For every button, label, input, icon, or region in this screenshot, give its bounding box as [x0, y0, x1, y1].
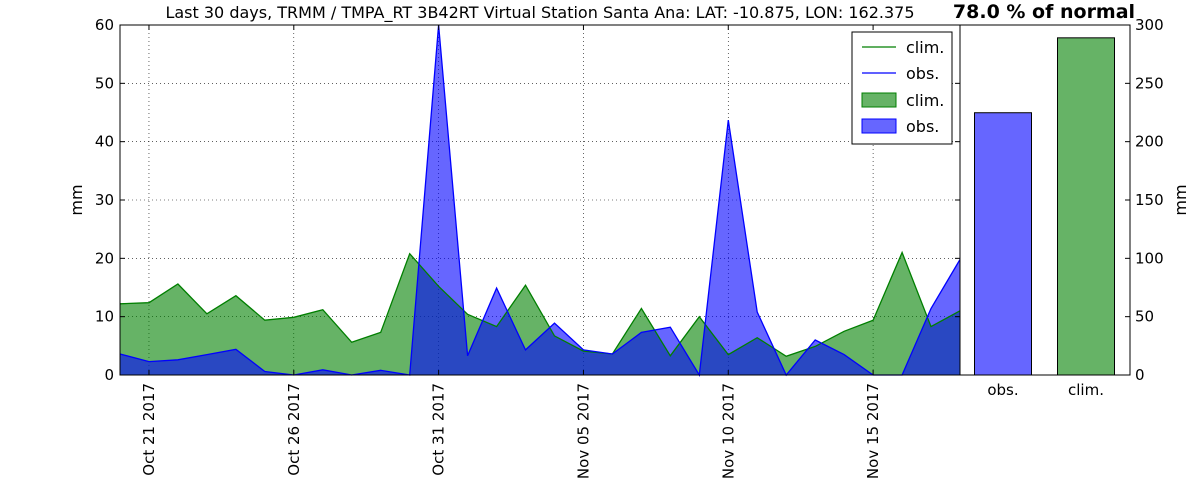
y-axis-label: mm — [67, 184, 86, 215]
legend-label-clim-line: clim. — [906, 38, 944, 57]
bar-y-axis-label: mm — [1171, 184, 1190, 215]
bar-clim — [1057, 37, 1115, 376]
x-tick-label: Nov 10 2017 — [719, 383, 737, 479]
legend-swatch-obs-fill — [861, 118, 897, 134]
y-tick-label: 50 — [95, 74, 114, 92]
x-tick-label: Oct 21 2017 — [140, 383, 158, 476]
bar-y-tick-label: 0 — [1135, 366, 1145, 384]
y-tick-label: 0 — [104, 366, 114, 384]
x-tick-label: Nov 05 2017 — [574, 383, 592, 479]
bar-obs — [974, 112, 1032, 376]
bar-category-label: obs. — [987, 381, 1018, 399]
chart-title: Last 30 days, TRMM / TMPA_RT 3B42RT Virt… — [165, 3, 914, 23]
legend-label-clim-fill: clim. — [906, 91, 944, 110]
x-tick-label: Oct 31 2017 — [430, 383, 448, 476]
legend-label-obs-line: obs. — [906, 64, 939, 83]
bar-y-tick-label: 200 — [1135, 133, 1164, 151]
clim-line — [119, 250, 961, 358]
bar-category-label: clim. — [1068, 381, 1104, 399]
y-tick-label: 30 — [95, 191, 114, 209]
bar-y-tick-label: 100 — [1135, 249, 1164, 267]
percent-of-normal-label: 78.0 % of normal — [953, 1, 1135, 23]
y-axis-ticks: 0 10 20 30 40 50 60 — [95, 16, 960, 384]
x-tick-label: Oct 26 2017 — [285, 383, 303, 476]
bar-y-axis-ticks: 0 50 100 150 200 250 300 — [1125, 16, 1164, 384]
bar-y-tick-label: 250 — [1135, 74, 1164, 92]
bar-y-tick-label: 300 — [1135, 16, 1164, 34]
x-tick-label: Nov 15 2017 — [864, 383, 882, 479]
legend-swatch-clim-fill — [861, 92, 897, 108]
obs-area — [120, 25, 960, 375]
legend-label-obs-fill: obs. — [906, 117, 939, 136]
grid — [120, 25, 960, 375]
bar-x-axis-labels: obs. clim. — [987, 381, 1104, 399]
bar-y-tick-label: 150 — [1135, 191, 1164, 209]
y-tick-label: 40 — [95, 133, 114, 151]
obs-line — [119, 24, 961, 377]
x-axis-ticks: Oct 21 2017 Oct 26 2017 Oct 31 2017 Nov 05 … — [140, 25, 882, 479]
total-bar-plot: 0 50 100 150 200 250 300 obs. clim. mm — [959, 16, 1190, 399]
y-tick-label: 20 — [95, 249, 114, 267]
bar-y-tick-label: 50 — [1135, 308, 1154, 326]
bars — [974, 37, 1115, 376]
y-tick-label: 60 — [95, 16, 114, 34]
y-tick-label: 10 — [95, 308, 114, 326]
legend: clim. obs. clim. obs. — [851, 31, 953, 145]
